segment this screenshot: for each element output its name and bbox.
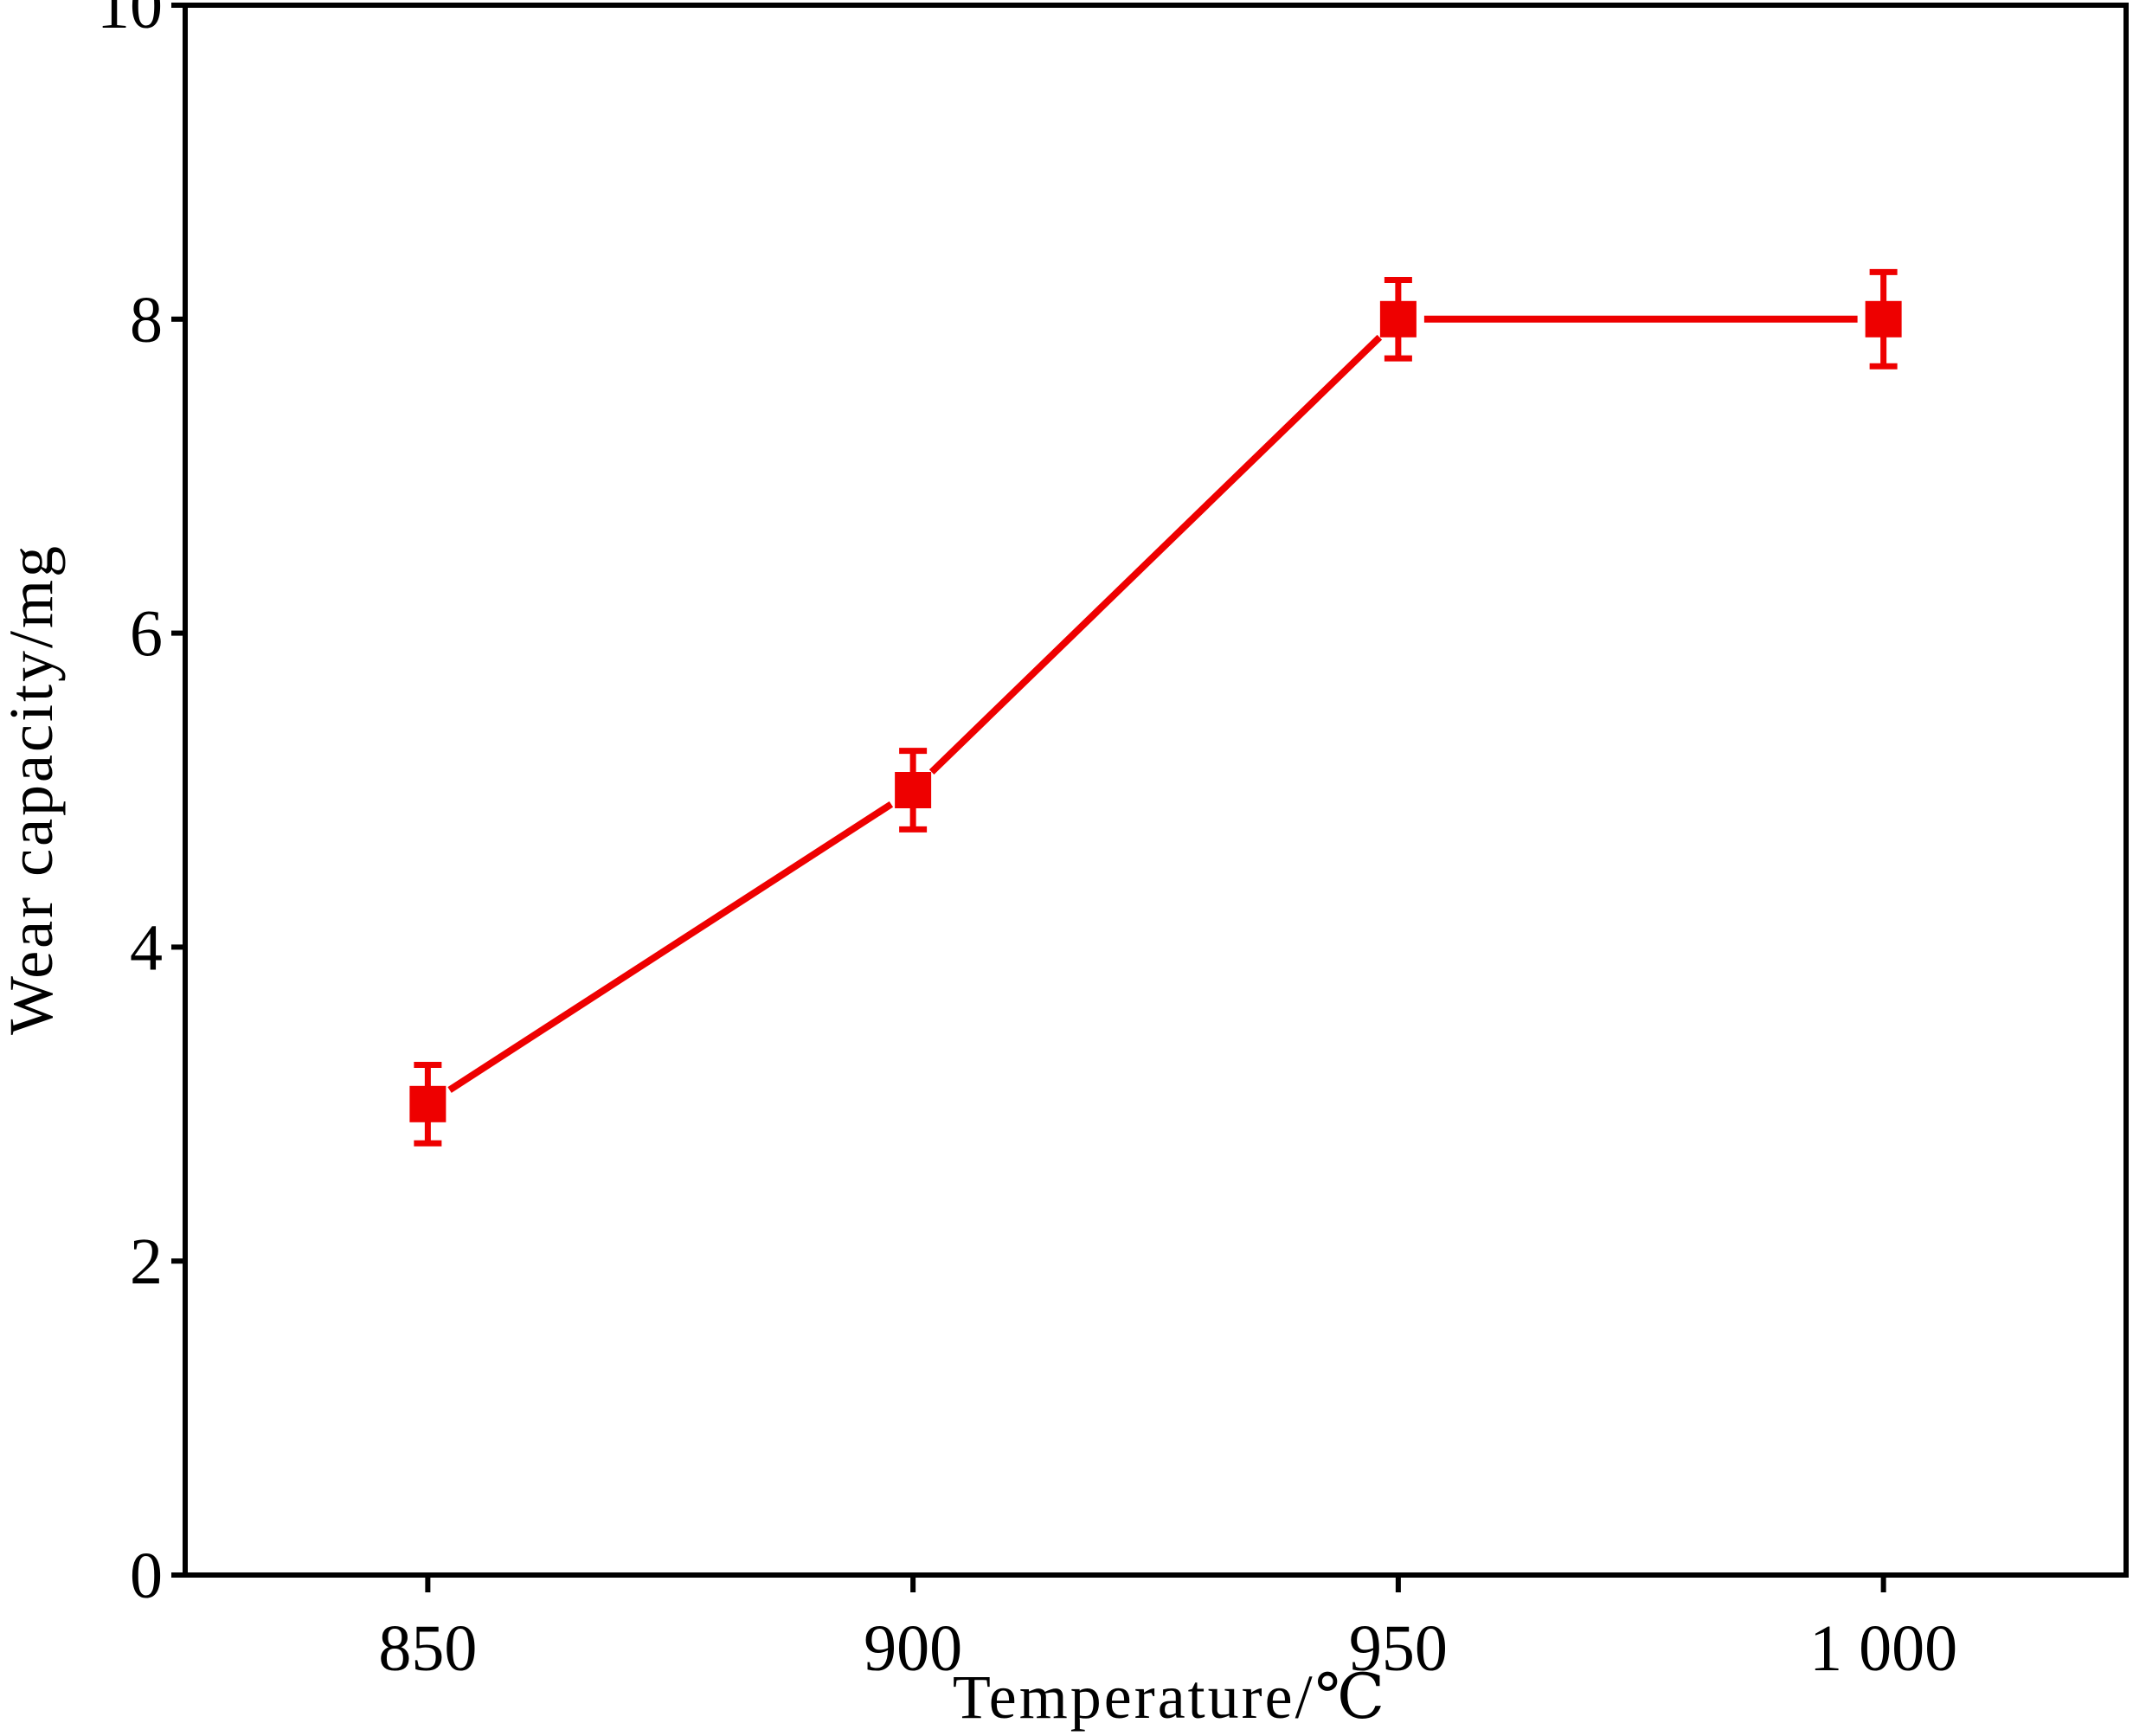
y-tick-label: 10 <box>97 0 163 42</box>
data-point <box>1865 300 1902 338</box>
series-line-segment <box>447 800 894 1093</box>
plot-frame <box>183 3 2129 1578</box>
x-tick-label: 950 <box>1349 1612 1448 1685</box>
y-tick-label: 6 <box>130 598 163 671</box>
data-point <box>895 772 932 808</box>
y-tick-label: 2 <box>130 1225 163 1298</box>
data-point <box>409 1085 447 1122</box>
x-tick-label: 850 <box>378 1612 477 1685</box>
x-axis-label: Temperature/℃ <box>953 1662 1387 1732</box>
x-tick-label: 1 000 <box>1809 1612 1957 1685</box>
y-axis-label: Wear capacity/mg <box>0 543 66 1035</box>
series-line-segment <box>928 334 1383 775</box>
y-tick-label: 0 <box>130 1540 163 1612</box>
y-axis-ticks: 0 2 4 6 8 10 <box>97 0 185 1612</box>
x-axis-ticks: 850 900 950 1 000 <box>378 1575 1957 1685</box>
data-series <box>409 268 1902 1147</box>
y-tick-label: 4 <box>130 911 163 984</box>
x-tick-label: 900 <box>864 1612 962 1685</box>
data-point <box>1379 300 1417 338</box>
y-tick-label: 8 <box>130 284 163 357</box>
